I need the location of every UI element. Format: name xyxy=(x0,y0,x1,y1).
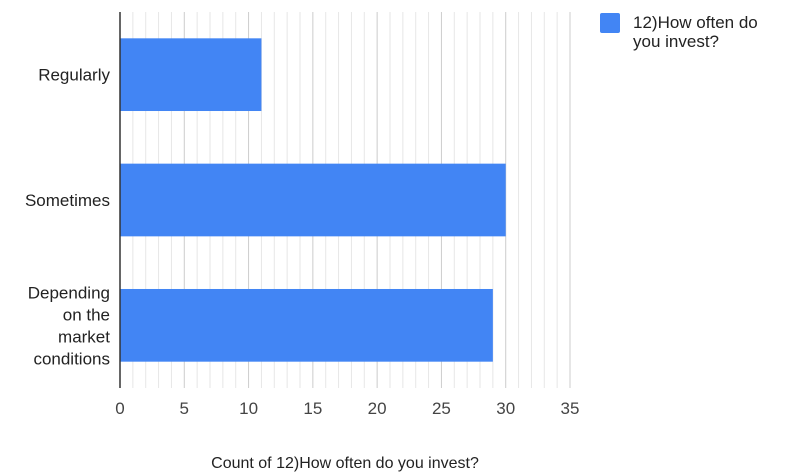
bar-sometimes xyxy=(120,163,506,237)
bars xyxy=(120,38,506,362)
legend-label: 12)How often do you invest? xyxy=(633,13,758,51)
x-tick-labels: 0 5 10 15 20 25 30 35 xyxy=(115,399,579,418)
legend-swatch xyxy=(600,13,620,33)
x-tick-label: 10 xyxy=(239,399,258,418)
x-tick-label: 35 xyxy=(561,399,580,418)
x-tick-label: 30 xyxy=(496,399,515,418)
x-tick-label: 15 xyxy=(303,399,322,418)
category-labels: Regularly Sometimes Depending on the market c… xyxy=(25,66,111,369)
x-tick-label: 20 xyxy=(368,399,387,418)
x-tick-label: 25 xyxy=(432,399,451,418)
x-tick-label: 5 xyxy=(180,399,189,418)
category-label: Sometimes xyxy=(25,191,110,210)
x-axis-title: Count of 12)How often do you invest? xyxy=(211,455,479,472)
x-tick-label: 0 xyxy=(115,399,124,418)
bar-regularly xyxy=(120,38,262,112)
legend: 12)How often do you invest? xyxy=(600,13,758,51)
category-label: Depending on the market conditions xyxy=(28,283,111,368)
bar-depending-on-the-market-conditions xyxy=(120,288,493,362)
category-label: Regularly xyxy=(38,66,110,85)
